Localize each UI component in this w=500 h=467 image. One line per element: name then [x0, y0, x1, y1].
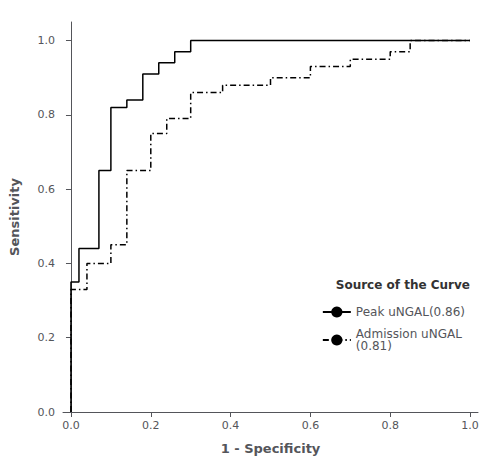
- svg-text:1.0: 1.0: [38, 34, 56, 47]
- svg-text:0.2: 0.2: [142, 419, 160, 432]
- svg-text:0.8: 0.8: [381, 419, 399, 432]
- svg-text:(0.81): (0.81): [356, 339, 392, 353]
- svg-text:0.0: 0.0: [62, 419, 80, 432]
- svg-text:0.6: 0.6: [38, 183, 56, 196]
- svg-text:Peak uNGAL(0.86): Peak uNGAL(0.86): [356, 305, 465, 319]
- svg-text:1 - Specificity: 1 - Specificity: [221, 441, 321, 456]
- svg-text:Source of the Curve: Source of the Curve: [336, 278, 470, 292]
- svg-text:Sensitivity: Sensitivity: [7, 178, 22, 256]
- svg-text:0.6: 0.6: [302, 419, 320, 432]
- svg-text:0.0: 0.0: [38, 406, 56, 419]
- svg-text:0.2: 0.2: [38, 331, 56, 344]
- svg-text:Admission uNGAL: Admission uNGAL: [355, 327, 462, 341]
- svg-text:0.8: 0.8: [38, 108, 56, 121]
- svg-text:1.0: 1.0: [461, 419, 479, 432]
- svg-text:0.4: 0.4: [222, 419, 240, 432]
- svg-text:0.4: 0.4: [38, 257, 56, 270]
